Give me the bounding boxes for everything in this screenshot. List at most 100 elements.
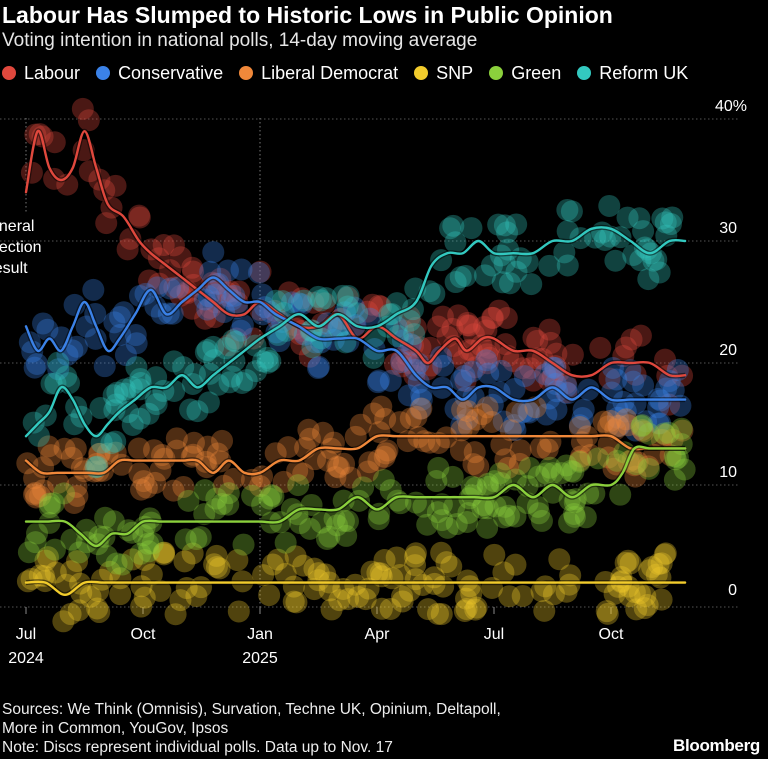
poll-disc (651, 207, 674, 230)
poll-disc (502, 350, 525, 373)
poll-disc (385, 546, 408, 569)
poll-disc (111, 553, 134, 576)
poll-disc (368, 294, 391, 317)
poll-disc (328, 589, 351, 612)
chart-plot: 0 10 20 30 40% Jul 2024 Oct Jan 2025 Apr Jul Oct Gene… (0, 97, 747, 667)
footer-sources: Sources: We Think (Omnisis), Survation, … (2, 700, 501, 757)
poll-disc (174, 528, 197, 551)
poll-disc (47, 351, 70, 374)
poll-disc (274, 531, 297, 554)
poll-disc (204, 498, 227, 521)
poll-disc (449, 266, 472, 289)
poll-disc (453, 599, 476, 622)
poll-disc (508, 452, 531, 475)
election-annotation-line: election (0, 239, 42, 256)
poll-disc (477, 362, 500, 385)
poll-disc (251, 493, 274, 516)
poll-disc (235, 369, 258, 392)
poll-disc (290, 287, 313, 310)
poll-disc (404, 545, 427, 568)
poll-disc (221, 365, 244, 388)
poll-disc (376, 439, 399, 462)
poll-disc (230, 258, 253, 281)
poll-disc (307, 357, 330, 380)
poll-disc (245, 360, 268, 383)
poll-disc (44, 561, 67, 584)
poll-disc (285, 591, 308, 614)
poll-disc (271, 290, 294, 313)
poll-disc (654, 542, 677, 565)
poll-disc (352, 476, 375, 499)
poll-disc (68, 541, 91, 564)
poll-disc (443, 495, 466, 518)
poll-disc (478, 336, 501, 359)
poll-disc (112, 301, 135, 324)
poll-disc (444, 271, 467, 294)
poll-disc (132, 524, 155, 547)
poll-disc (211, 492, 234, 515)
poll-disc (657, 421, 680, 444)
poll-disc (425, 470, 448, 493)
poll-disc (47, 471, 70, 494)
poll-disc (538, 254, 561, 277)
poll-disc (203, 349, 226, 372)
poll-disc (617, 414, 640, 437)
legend-swatch (489, 66, 504, 80)
note-line: Note: Discs represent individual polls. … (2, 739, 393, 756)
chart-title: Labour Has Slumped to Historic Lows in P… (2, 2, 613, 28)
poll-disc (32, 479, 55, 502)
poll-disc (553, 241, 576, 264)
poll-disc (64, 437, 87, 460)
poll-disc (608, 415, 631, 438)
poll-disc (226, 291, 249, 314)
sources-line-2: More in Common, YouGov, Ipsos (2, 720, 229, 737)
poll-disc (114, 382, 137, 405)
poll-disc (634, 585, 657, 608)
poll-disc (137, 532, 160, 555)
poll-disc (475, 349, 498, 372)
legend-swatch (96, 66, 111, 80)
poll-disc (488, 299, 511, 322)
poll-disc (539, 456, 562, 479)
poll-disc (127, 437, 150, 460)
poll-disc (194, 341, 217, 364)
poll-disc (654, 423, 677, 446)
poll-disc (450, 369, 473, 392)
poll-disc (555, 454, 578, 477)
poll-disc (367, 449, 390, 472)
poll-disc (412, 495, 435, 518)
poll-disc (535, 403, 558, 426)
poll-disc (43, 538, 66, 561)
poll-disc (356, 300, 379, 323)
poll-disc (284, 545, 307, 568)
poll-disc (169, 246, 192, 269)
poll-disc (128, 462, 151, 485)
poll-disc (447, 304, 470, 327)
series-line-snp (24, 580, 687, 596)
poll-disc (86, 597, 109, 620)
poll-disc (343, 296, 366, 319)
poll-disc (260, 484, 283, 507)
poll-disc (88, 601, 111, 624)
poll-disc (416, 358, 439, 381)
poll-disc (25, 486, 48, 509)
poll-disc (278, 281, 301, 304)
poll-disc (379, 597, 402, 620)
poll-disc (335, 524, 358, 547)
poll-disc (615, 408, 638, 431)
poll-disc (286, 459, 309, 482)
poll-disc (102, 384, 125, 407)
poll-disc (430, 603, 453, 626)
poll-disc (205, 544, 228, 567)
poll-disc (541, 462, 564, 485)
poll-disc (666, 446, 689, 469)
poll-disc (231, 371, 254, 394)
poll-disc (43, 131, 66, 154)
poll-disc (476, 343, 499, 366)
poll-disc (266, 548, 289, 571)
poll-disc (498, 272, 521, 295)
poll-disc (650, 552, 673, 575)
poll-disc (287, 292, 310, 315)
poll-disc (517, 400, 540, 423)
poll-disc (594, 229, 617, 252)
